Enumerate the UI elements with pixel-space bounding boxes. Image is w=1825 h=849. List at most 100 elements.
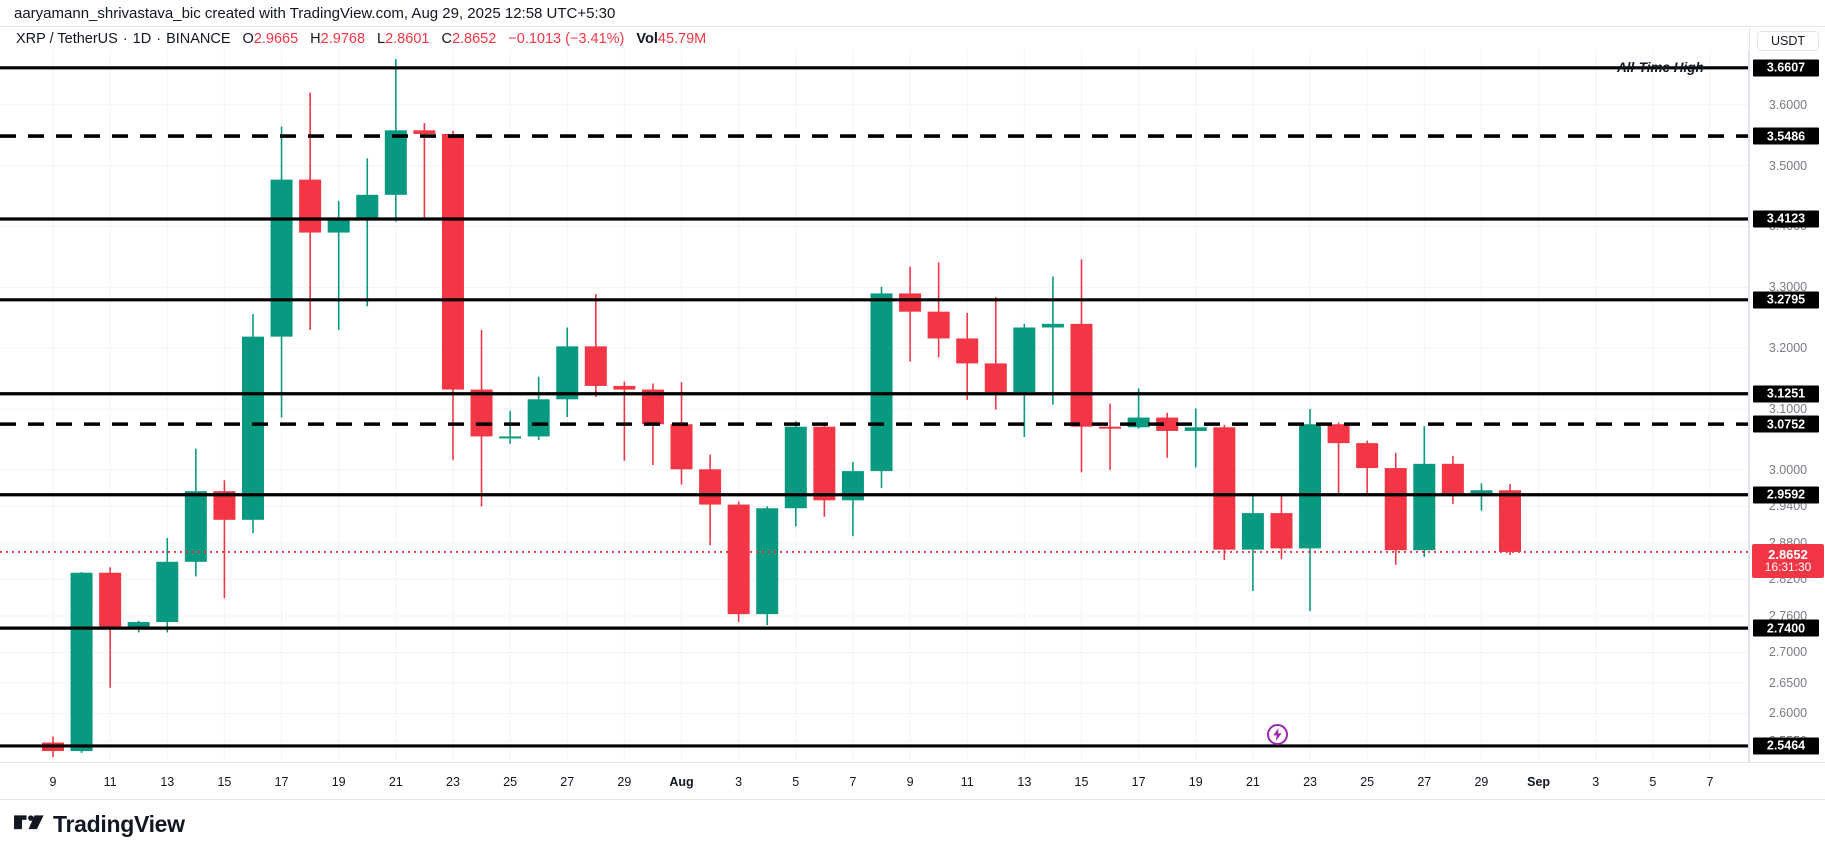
candlestick [1241, 493, 1264, 591]
price-tick: 2.6000 [1768, 706, 1808, 721]
time-tick-label: 29 [617, 775, 632, 789]
time-tick-label: 9 [49, 775, 57, 789]
candlestick [470, 329, 493, 507]
footer-bar: TradingView [0, 800, 1825, 849]
time-tick-label: 23 [1303, 775, 1317, 789]
level-price-badge[interactable]: 3.1251 [1753, 385, 1819, 403]
lightning-bolt-icon[interactable] [1267, 723, 1288, 745]
candlestick [70, 572, 93, 753]
tradingview-logo[interactable]: TradingView [14, 811, 185, 838]
level-price-badge[interactable]: 3.6607 [1753, 59, 1819, 77]
price-tick: 3.2000 [1768, 341, 1808, 356]
price-tick: 3.0000 [1768, 462, 1808, 477]
attribution-bar: aaryamann_shrivastava_bic created with T… [0, 0, 1825, 27]
current-price-value: 2.8652 [1768, 546, 1808, 562]
time-tick-label: 17 [274, 775, 289, 789]
candlestick [1384, 452, 1407, 565]
time-tick-label: 19 [1188, 775, 1203, 789]
time-tick-label: 13 [1017, 775, 1032, 789]
symbol-name: XRP / TetherUS [16, 31, 118, 47]
level-price-badge[interactable]: 3.2795 [1753, 291, 1819, 309]
exchange-label: BINANCE [166, 31, 231, 47]
time-tick-label: 7 [1706, 775, 1714, 789]
time-tick-label: 17 [1131, 775, 1146, 789]
candlestick-canvas [0, 50, 1748, 762]
candlestick [813, 422, 836, 517]
candlestick [1013, 323, 1036, 438]
time-tick-label: 19 [331, 775, 346, 789]
candlestick [527, 376, 550, 441]
time-tick-label: 5 [1649, 775, 1657, 789]
candlestick [413, 123, 436, 220]
time-tick-label: 25 [503, 775, 518, 789]
price-tick: 3.6000 [1768, 97, 1808, 112]
level-price-badge[interactable]: 3.4123 [1753, 210, 1819, 228]
candlestick [727, 501, 750, 623]
time-tick-label: 23 [446, 775, 460, 789]
chart-plot-area[interactable] [0, 50, 1749, 762]
current-price-badge[interactable]: 2.8652 16:31:30 [1752, 543, 1824, 578]
candlestick [213, 480, 236, 599]
candlestick [1356, 440, 1379, 494]
candlestick [670, 382, 693, 485]
candlestick [1041, 276, 1064, 405]
interval-label: 1D [132, 31, 152, 47]
time-tick-label: 27 [1417, 775, 1432, 789]
candlestick [1070, 259, 1093, 473]
candlestick [784, 421, 807, 527]
bar-countdown: 16:31:30 [1764, 560, 1812, 575]
candlestick [1213, 424, 1236, 560]
candlestick [1184, 408, 1207, 468]
candlestick [841, 461, 864, 537]
price-tick: 3.5000 [1768, 158, 1808, 173]
candlestick [441, 130, 464, 461]
price-tick: 3.3000 [1768, 280, 1808, 295]
time-tick-label: 25 [1360, 775, 1375, 789]
volume-legend: Vol45.79M [636, 31, 707, 47]
time-tick-label: 29 [1474, 775, 1489, 789]
candlestick [699, 454, 722, 546]
candlestick [584, 294, 607, 397]
candlestick [899, 266, 922, 362]
time-tick-label: Sep [1527, 775, 1551, 789]
candlestick [384, 59, 407, 222]
time-tick-label: 9 [906, 775, 914, 789]
currency-pill[interactable]: USDT [1757, 31, 1819, 51]
candlestick [1441, 455, 1464, 504]
price-change: −0.1013 (−3.41%) [508, 31, 625, 47]
price-tick: 3.1000 [1768, 402, 1808, 417]
level-price-badge[interactable]: 2.7400 [1753, 619, 1819, 637]
candlestick [756, 506, 779, 626]
time-scale[interactable]: 9 11 13 15 17 19 21 23 25 27 29 Aug 3 5 7 9 11 13 15 17 19 21… [0, 762, 1749, 800]
candlestick [1413, 426, 1436, 557]
price-tick: 2.7000 [1768, 645, 1808, 660]
level-price-badge[interactable]: 3.0752 [1753, 415, 1819, 433]
level-price-badge[interactable]: 2.9592 [1753, 486, 1819, 504]
price-tick: 2.6500 [1768, 675, 1808, 690]
price-scale[interactable]: USDT 3.60003.50003.40003.30003.20003.100… [1749, 28, 1825, 762]
tradingview-logo-icon [14, 815, 44, 830]
ohlc-close: C2.8652 [441, 31, 497, 47]
candlestick [927, 262, 950, 358]
time-tick-label: 7 [849, 775, 857, 789]
ohlc-open: O2.9665 [242, 31, 299, 47]
candlestick [1156, 412, 1179, 458]
candlestick [356, 158, 379, 307]
chart-legend: XRP / TetherUS · 1D · BINANCE O2.9665 H2.976… [0, 28, 718, 50]
tradingview-wordmark: TradingView [53, 811, 185, 837]
candlestick [1099, 403, 1122, 470]
level-price-badge[interactable]: 3.5486 [1753, 127, 1819, 145]
candlestick [1270, 494, 1293, 560]
level-price-badge[interactable]: 2.5464 [1753, 737, 1819, 755]
symbol-legend[interactable]: XRP / TetherUS · 1D · BINANCE [16, 31, 231, 47]
time-tick-label: 21 [388, 775, 403, 789]
candlestick [1470, 483, 1493, 511]
time-tick-label: 15 [1074, 775, 1089, 789]
candlestick [499, 410, 522, 444]
ohlc-low: L2.8601 [377, 31, 430, 47]
time-tick-label: 27 [560, 775, 575, 789]
candlestick [556, 327, 579, 417]
candlestick [1299, 409, 1322, 612]
candlestick [156, 538, 179, 633]
price-tick: 2.7600 [1768, 608, 1808, 623]
